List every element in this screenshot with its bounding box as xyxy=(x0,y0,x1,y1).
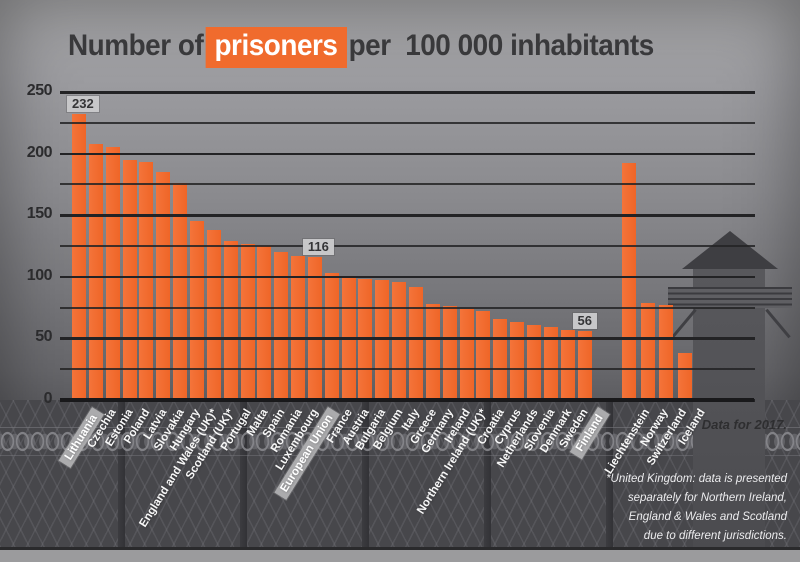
bar-sweden xyxy=(560,329,575,400)
fence-post-graphic xyxy=(484,400,491,548)
gridline-50 xyxy=(60,337,755,340)
watchtower-louvers-graphic xyxy=(668,287,792,308)
barbed-wire-graphic xyxy=(0,427,800,456)
bar-germany xyxy=(425,303,440,400)
fence-post-graphic xyxy=(606,400,613,548)
title-suffix: per 100 000 inhabitants xyxy=(348,29,655,62)
title-prefix: Number of xyxy=(68,29,204,62)
y-axis-tick-label: 200 xyxy=(26,143,53,161)
value-callout: 232 xyxy=(67,96,99,113)
watchtower-strut-right-graphic xyxy=(765,308,791,339)
value-callout: 116 xyxy=(302,239,334,256)
gridline-125 xyxy=(60,245,755,247)
bar-czechia xyxy=(88,143,103,400)
x-axis-baseline xyxy=(60,398,754,402)
y-axis-tick-label: 0 xyxy=(43,390,53,407)
gridline-175 xyxy=(60,183,755,186)
bar-ireland xyxy=(442,306,457,400)
uk-footnote: *United Kingdom: data is presented separa… xyxy=(606,470,787,546)
bar-spain xyxy=(257,246,272,400)
bar-england-and-wales-uk xyxy=(189,221,204,400)
bar-greece xyxy=(409,286,423,400)
bar-northern-ireland-uk xyxy=(459,308,474,400)
y-axis-tick-label: 250 xyxy=(26,82,53,99)
fence-graphic xyxy=(0,400,800,548)
watchtower-roof-graphic xyxy=(682,231,778,269)
gridline-150 xyxy=(60,214,755,217)
bar-european-union xyxy=(307,257,322,400)
bar-liechtenstein xyxy=(622,163,636,400)
bar-denmark xyxy=(543,327,558,400)
bar-hungary xyxy=(173,183,188,400)
bar-scotland-uk xyxy=(206,229,221,400)
bar-cyprus xyxy=(493,318,508,400)
bar-malta xyxy=(240,243,255,400)
gridline-100 xyxy=(60,275,755,279)
footnote-line: *United Kingdom: data is presented xyxy=(606,473,787,485)
bar-slovakia xyxy=(156,172,171,400)
bar-poland xyxy=(122,159,137,400)
fence-post-graphic xyxy=(362,400,369,548)
footnote-line: due to different jurisdictions. xyxy=(643,530,787,542)
bar-romania xyxy=(274,252,289,400)
y-axis-tick-label: 100 xyxy=(26,266,53,284)
bar-finland xyxy=(577,331,592,400)
bar-latvia xyxy=(139,162,154,400)
bar-estonia xyxy=(105,147,120,400)
bar-portugal xyxy=(223,241,238,400)
bar-norway xyxy=(640,302,655,400)
bar-slovenia xyxy=(526,324,541,400)
fence-post-graphic xyxy=(118,400,125,548)
ground-strip-graphic xyxy=(0,550,800,562)
fence-post-graphic xyxy=(240,400,247,548)
y-axis-tick-label: 50 xyxy=(35,328,52,346)
bar-lithuania xyxy=(72,114,86,400)
bar-italy xyxy=(392,281,407,400)
gridline-200 xyxy=(60,152,755,156)
bar-switzerland xyxy=(659,305,673,400)
footnote-line: England & Wales and Scotland xyxy=(628,511,787,523)
gridline-225 xyxy=(60,121,755,124)
data-year-note: Data for 2017. xyxy=(701,417,787,432)
footnote-line: separately for Northern Ireland, xyxy=(627,492,787,504)
bar-luxembourg xyxy=(291,255,306,400)
y-axis-tick-label: 150 xyxy=(26,205,53,223)
bar-croatia xyxy=(476,311,491,400)
page-title: Number of prisoners per 100 000 inhabitant… xyxy=(68,27,654,68)
ground-line-graphic xyxy=(0,547,800,550)
watchtower-body-graphic xyxy=(693,268,765,550)
gridline-25 xyxy=(60,368,755,371)
bar-netherlands xyxy=(510,322,525,400)
gridline-75 xyxy=(60,306,755,309)
title-highlight: prisoners xyxy=(205,27,347,68)
value-callout: 56 xyxy=(572,313,597,329)
bar-iceland xyxy=(677,353,692,400)
gridline-250 xyxy=(60,91,755,94)
bar-belgium xyxy=(375,280,390,400)
